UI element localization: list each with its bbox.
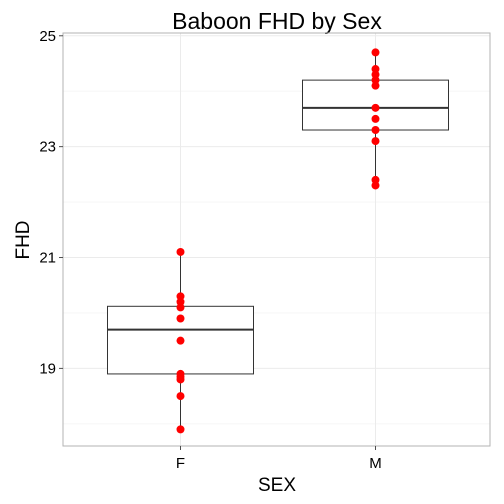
data-point (177, 337, 185, 345)
data-point (177, 248, 185, 256)
data-point (177, 392, 185, 400)
data-point (372, 82, 380, 90)
data-point (177, 375, 185, 383)
y-tick-label: 21 (39, 250, 56, 267)
data-point (372, 181, 380, 189)
y-tick-label: 23 (39, 139, 56, 156)
y-axis-label: FHD (13, 220, 34, 259)
chart-title: Baboon FHD by Sex (172, 8, 382, 34)
data-point (372, 126, 380, 134)
data-point (372, 48, 380, 56)
x-tick-label: F (176, 455, 185, 472)
data-point (177, 303, 185, 311)
y-tick-label: 19 (39, 360, 56, 377)
y-tick-label: 25 (39, 28, 56, 45)
data-point (372, 104, 380, 112)
data-point (177, 425, 185, 433)
data-point (372, 137, 380, 145)
data-point (372, 115, 380, 123)
x-tick-label: M (369, 455, 382, 472)
data-point (177, 314, 185, 322)
x-axis-label: SEX (258, 475, 296, 496)
